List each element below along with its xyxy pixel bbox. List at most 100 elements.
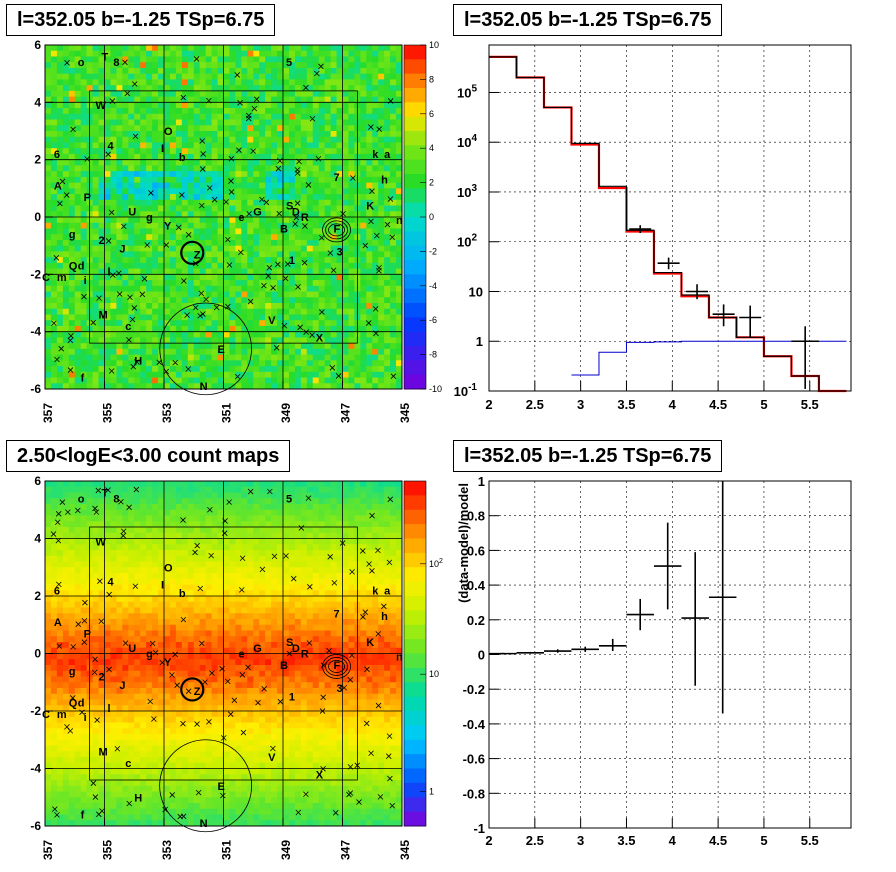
residual-map-cell — [318, 67, 326, 75]
residual-map-cell — [384, 320, 391, 327]
residual-map-cell — [253, 360, 260, 367]
residual-map-cell — [98, 314, 105, 321]
residual-map-cell — [271, 119, 278, 126]
residual-map-cell — [318, 73, 326, 80]
residual-map-cell — [384, 142, 391, 149]
residual-map-cell — [134, 222, 141, 229]
residual-map-cell — [235, 90, 242, 97]
residual-map-cell — [217, 325, 224, 333]
residual-map-cell — [175, 131, 183, 138]
residual-map-cell — [294, 239, 302, 247]
residual-map-cell — [211, 217, 218, 224]
residual-map-cell — [187, 90, 195, 97]
residual-map-cell — [294, 188, 302, 195]
count-map-cell — [92, 768, 99, 775]
residual-map-cell — [187, 297, 195, 304]
residual-map-cell — [223, 308, 230, 315]
residual-map-cell — [116, 205, 123, 212]
residual-map-cell — [288, 73, 296, 80]
count-map-cell — [140, 693, 147, 700]
residual-map-source-cross — [206, 185, 213, 191]
residual-map-cell — [330, 320, 337, 327]
residual-map-cell — [187, 274, 195, 281]
count-map-cell — [74, 688, 82, 695]
residual-map-cell — [164, 73, 171, 80]
residual-map-cell — [169, 148, 177, 155]
residual-map-cell — [300, 45, 308, 52]
residual-map-cell — [247, 262, 254, 269]
residual-map-cell — [98, 285, 105, 292]
residual-map-cell — [193, 136, 201, 143]
residual-map-cell — [324, 96, 331, 103]
residual-map-cell — [134, 67, 141, 75]
residual-map-cell — [181, 325, 189, 333]
count-map-cell — [134, 509, 141, 516]
count-map-cell — [62, 785, 70, 792]
residual-map-source-cross — [296, 158, 302, 165]
residual-map-cell — [62, 383, 70, 390]
count-map-cell — [140, 578, 147, 585]
residual-map-cell — [187, 102, 195, 109]
residual-map-cell — [199, 148, 207, 155]
residual-map-cell — [271, 343, 278, 350]
residual-map-colorbar-cell — [404, 88, 426, 103]
residual-map-cell — [324, 268, 331, 275]
residual-map-cell — [152, 303, 159, 310]
count-map-cell — [104, 653, 111, 660]
count-map-cell — [74, 705, 82, 712]
count-map-cell — [110, 768, 117, 775]
residual-map-cell — [312, 171, 320, 178]
count-map-cell — [92, 624, 99, 631]
count-map-cell — [45, 791, 52, 798]
residual-map-cell — [300, 297, 308, 304]
count-map-cell — [50, 745, 58, 752]
count-map-cell — [116, 504, 123, 511]
count-map-cell — [92, 584, 99, 591]
residual-map-cell — [110, 85, 117, 92]
count-map-cell — [134, 486, 141, 493]
residual-map-cell — [181, 142, 189, 149]
residual-map-cell — [140, 262, 147, 269]
residual-map-cell — [384, 348, 391, 355]
residual-map-cell — [92, 245, 99, 252]
residual-map-cell — [223, 234, 230, 241]
residual-map-cell — [199, 308, 207, 315]
residual-map-cell — [205, 371, 212, 378]
residual-map-x-tick-label: 355 — [101, 403, 115, 423]
residual-map-cell — [146, 108, 153, 115]
residual-map-cell — [199, 211, 207, 218]
residual-map-cell — [92, 102, 99, 109]
residual-map-cell — [318, 142, 326, 149]
residual-map-cell — [396, 171, 403, 178]
residual-map-cell — [128, 90, 135, 97]
residual-map-cell — [217, 171, 224, 178]
residual-map-cell — [247, 331, 254, 338]
residual-map-cell — [283, 331, 290, 338]
count-map-cell — [45, 659, 52, 666]
residual-map-cell — [241, 205, 248, 212]
residual-map-cell — [80, 199, 88, 206]
count-map-cell — [80, 538, 88, 545]
residual-map-cell — [175, 331, 183, 338]
residual-map-cell — [169, 62, 177, 69]
residual-map-source-label: R — [301, 212, 309, 224]
count-map-cell — [128, 578, 135, 585]
residual-map-cell — [134, 354, 141, 361]
residual-map-cell — [336, 337, 343, 344]
residual-map-cell — [265, 96, 272, 103]
residual-map-cell — [104, 377, 111, 384]
residual-map-cell — [223, 245, 230, 252]
residual-map-cell — [235, 337, 242, 344]
residual-map-cell — [98, 62, 105, 69]
residual-map-cell — [384, 239, 391, 247]
residual-map-cell — [330, 360, 337, 367]
count-map-cell — [152, 584, 159, 591]
residual-map-cell — [205, 176, 212, 183]
count-map-cell — [140, 820, 147, 827]
residual-map-cell — [277, 165, 284, 172]
residual-map-cell — [205, 297, 212, 304]
residual-map-cell — [134, 383, 141, 390]
residual-map-cell — [223, 239, 230, 247]
residual-map-cell — [128, 153, 135, 161]
residual-map-cell — [300, 211, 308, 218]
